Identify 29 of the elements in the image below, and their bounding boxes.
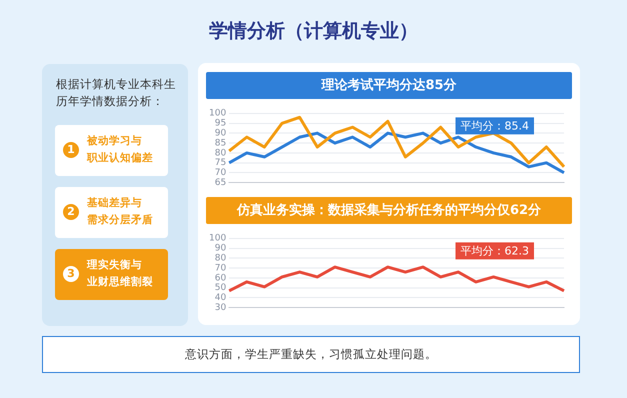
chart-title: 理论考试平均分达85分 xyxy=(206,72,572,99)
y-tick-label: 80 xyxy=(214,148,226,158)
y-tick-label: 70 xyxy=(214,168,226,178)
y-tick-label: 70 xyxy=(214,263,226,274)
text: 根据计算机专业本科生历年学情数据分析： xyxy=(56,76,177,110)
text: 意识方面，学生严重缺失，习惯孤立处理问题。 xyxy=(42,336,580,373)
text: 被动学习与职业认知偏差 xyxy=(87,134,153,166)
y-tick-label: 95 xyxy=(214,118,226,129)
y-tick-label: 100 xyxy=(208,234,226,244)
y-tick-label: 80 xyxy=(214,254,226,264)
y-tick-label: 50 xyxy=(214,283,226,294)
y-tick-label: 100 xyxy=(208,108,226,119)
text: 2 xyxy=(63,204,79,220)
y-tick-label: 90 xyxy=(214,244,226,254)
annotation: 平均分：85.4 xyxy=(460,119,530,132)
text: 基础差异与需求分层矛盾 xyxy=(87,196,153,228)
text: 学情分析（计算机专业） xyxy=(208,19,419,44)
y-tick-label: 40 xyxy=(214,293,226,304)
annotation: 平均分：62.3 xyxy=(460,244,530,258)
y-tick-label: 90 xyxy=(214,128,226,139)
text: 1 xyxy=(63,142,79,158)
y-tick-label: 85 xyxy=(214,138,226,148)
y-tick-label: 60 xyxy=(214,273,226,284)
y-tick-label: 65 xyxy=(214,178,226,188)
text: 理实失衡与业财思维割裂 xyxy=(87,258,153,290)
y-tick-label: 75 xyxy=(214,158,226,168)
chart-title: 仿真业务实操：数据采集与分析任务的平均分仅62分 xyxy=(206,197,572,224)
y-tick-label: 30 xyxy=(214,302,226,313)
text: 3 xyxy=(63,266,79,282)
